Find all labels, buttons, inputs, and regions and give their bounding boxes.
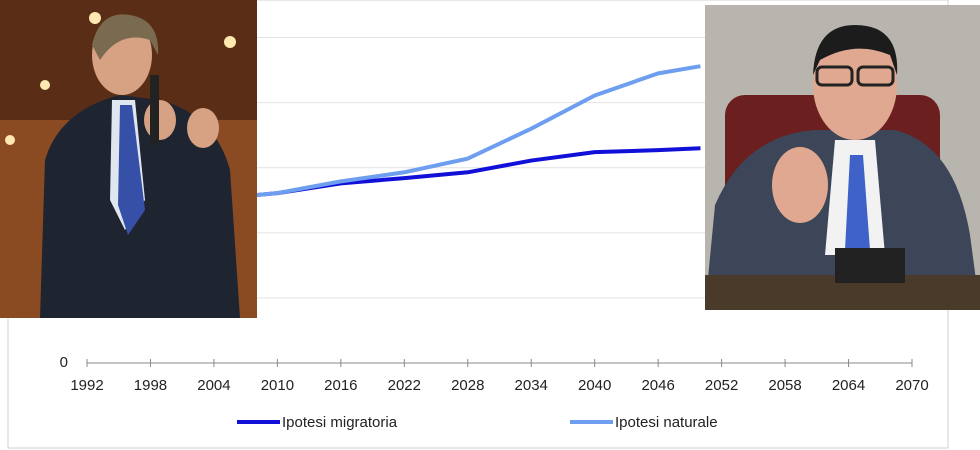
x-tick-label: 2004	[197, 377, 230, 394]
left-photo	[0, 0, 257, 318]
x-tick-label: 1992	[70, 377, 103, 394]
x-tick-label: 2010	[261, 377, 294, 394]
x-tick-label: 2028	[451, 377, 484, 394]
x-tick-label: 2052	[705, 377, 738, 394]
legend-label: Ipotesi migratoria	[282, 414, 398, 431]
x-tick-label: 2040	[578, 377, 611, 394]
x-tick-label: 2046	[641, 377, 674, 394]
y-tick-label: 0	[60, 354, 68, 371]
x-tick-label: 2058	[768, 377, 801, 394]
x-tick-label: 2016	[324, 377, 357, 394]
x-tick-label: 1998	[134, 377, 167, 394]
x-tick-label: 2064	[832, 377, 865, 394]
x-tick-label: 2034	[515, 377, 548, 394]
legend-label: Ipotesi naturale	[615, 414, 718, 431]
series-line	[256, 64, 701, 198]
x-tick-label: 2070	[895, 377, 928, 394]
x-tick-label: 2022	[388, 377, 421, 394]
right-photo	[705, 5, 980, 310]
